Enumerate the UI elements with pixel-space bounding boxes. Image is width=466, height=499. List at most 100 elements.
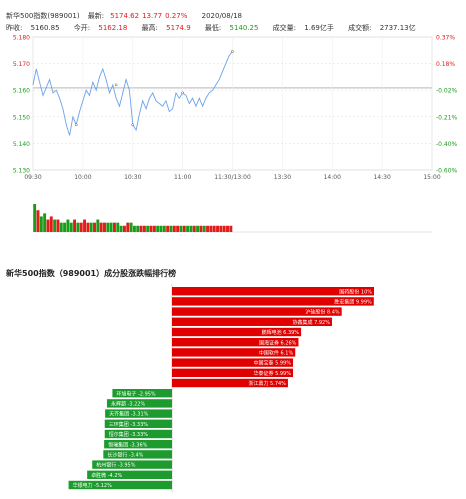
bar-label: 华银电力 -5.12% bbox=[73, 482, 113, 489]
volume-bar bbox=[149, 225, 153, 232]
volume-bar bbox=[63, 222, 67, 232]
prev-close-label: 昨收: bbox=[6, 24, 23, 32]
bar-杭州银行 bbox=[92, 460, 172, 469]
volume-bar bbox=[119, 225, 123, 232]
bar-中国软件 bbox=[172, 348, 296, 357]
volume-value: 1.69亿手 bbox=[304, 24, 334, 32]
change-pct-value: 0.27% bbox=[165, 12, 188, 20]
bar-label: 国海证券 6.26% bbox=[259, 339, 297, 346]
bar-三环集团 bbox=[104, 419, 172, 428]
price-marker bbox=[131, 123, 135, 127]
volume-bar bbox=[219, 225, 223, 232]
volume-bar bbox=[73, 219, 77, 232]
y-tick-label-right: -0.02% bbox=[436, 88, 458, 95]
volume-bar bbox=[159, 225, 163, 232]
volume-bar bbox=[53, 219, 57, 232]
x-tick-label: 11:00 bbox=[174, 174, 191, 181]
quote-date: 2020/08/18 bbox=[201, 12, 242, 20]
bar-恒尔集团 bbox=[104, 429, 172, 439]
bar-label: 协鑫集成 7.92% bbox=[292, 319, 330, 326]
volume-bar bbox=[162, 225, 166, 232]
volume-bar bbox=[139, 225, 143, 232]
price-grid bbox=[32, 36, 433, 171]
change-value: 13.77 bbox=[142, 12, 163, 20]
bar-label: 永辉超 -3.22% bbox=[111, 401, 146, 408]
prev-close-value: 5160.85 bbox=[30, 24, 60, 32]
bar-label: 三环集团 -3.33% bbox=[109, 421, 149, 428]
volume-bar bbox=[99, 222, 103, 232]
volume-bar bbox=[182, 225, 186, 232]
bar-卓胜微 bbox=[87, 470, 172, 479]
amount-value: 2737.13亿 bbox=[379, 24, 416, 32]
bar-label: 天齐集团 -3.31% bbox=[109, 411, 149, 418]
latest-value: 5174.62 bbox=[110, 12, 140, 20]
y-axis-percent: 0.37% 0.18% -0.02% -0.21% -0.40% -0.60% bbox=[436, 35, 458, 175]
volume-bar bbox=[49, 216, 53, 232]
volume-bar bbox=[96, 219, 100, 232]
volume-bar bbox=[76, 222, 80, 232]
x-tick-label: 09:30 bbox=[24, 174, 41, 181]
bar-label: 恒瑞集团 -3.36% bbox=[108, 441, 148, 448]
volume-bar bbox=[222, 225, 226, 232]
bar-中国宝泰 bbox=[172, 358, 293, 367]
volume-bar bbox=[199, 225, 203, 232]
volume-bar bbox=[142, 225, 146, 232]
volume-bar bbox=[56, 219, 60, 232]
price-marker bbox=[74, 123, 78, 127]
volume-bar bbox=[209, 225, 213, 232]
volume-bar bbox=[179, 225, 183, 232]
volume-bar bbox=[202, 225, 206, 232]
x-tick-label: 15:00 bbox=[423, 174, 440, 181]
volume-bar bbox=[79, 222, 83, 232]
price-marker bbox=[114, 83, 118, 87]
ranking-chart: 国药股份 10% 胜宏集团 9.99% 沪硅股份 8.4% 协鑫集成 7.92% 鹏辉电… bbox=[68, 284, 374, 492]
bar-label: 鹏辉电池 6.39% bbox=[262, 329, 300, 336]
bar-label: 浙江鼎力 5.74% bbox=[248, 380, 286, 387]
bar-国药股份 bbox=[172, 287, 374, 296]
volume-bar bbox=[172, 225, 176, 232]
y-tick-label: 5.160 bbox=[13, 88, 30, 95]
volume-bar bbox=[186, 225, 190, 232]
volume-bar bbox=[169, 225, 173, 232]
volume-bar bbox=[156, 225, 160, 232]
bar-label: 环旭电子 -2.95% bbox=[116, 390, 156, 397]
price-marker bbox=[231, 50, 234, 53]
low-label: 最低: bbox=[204, 24, 222, 32]
bar-label: 杭州银行 -3.95% bbox=[96, 462, 136, 469]
high-label: 最高: bbox=[141, 24, 158, 32]
volume-bar bbox=[226, 225, 229, 232]
volume-bar bbox=[166, 225, 170, 232]
quote-header-row2: 昨收: 5160.85 今开: 5162.18 最高: 5174.9 最低: 5… bbox=[6, 24, 428, 33]
bar-胜宏集团 bbox=[172, 297, 374, 306]
bar-label: 中国宝泰 5.99% bbox=[254, 360, 292, 367]
volume-bar bbox=[196, 225, 200, 232]
volume-bar bbox=[212, 225, 216, 232]
ranking-bars: 国药股份 10% 胜宏集团 9.99% 沪硅股份 8.4% 协鑫集成 7.92% 鹏辉电… bbox=[68, 284, 374, 492]
volume-bar bbox=[192, 225, 196, 232]
latest-label: 最新: bbox=[87, 12, 105, 20]
bar-永辉超 bbox=[106, 399, 172, 408]
low-value: 5140.25 bbox=[229, 24, 259, 32]
y-tick-label-right: -0.60% bbox=[436, 168, 458, 175]
bar-label: 长沙银行 -3.4% bbox=[107, 452, 143, 459]
bar-label: 卓胜微 -4.2% bbox=[91, 472, 122, 479]
price-marker bbox=[181, 91, 184, 95]
price-series bbox=[32, 50, 234, 136]
bar-长沙银行 bbox=[103, 450, 172, 459]
high-value: 5174.9 bbox=[166, 24, 191, 32]
bar-label: 中国软件 6.1% bbox=[259, 350, 294, 357]
volume-bar bbox=[132, 225, 136, 232]
volume-bar bbox=[36, 210, 40, 232]
bar-label: 华泰证券 5.99% bbox=[254, 370, 292, 377]
volume-bar bbox=[46, 219, 50, 232]
volume-bar bbox=[122, 225, 126, 232]
x-tick-label: 11:30/13:00 bbox=[214, 174, 251, 181]
volume-bar bbox=[33, 204, 37, 232]
volume-bar bbox=[43, 213, 47, 232]
volume-bar bbox=[152, 225, 156, 232]
bar-鹏辉电池 bbox=[172, 327, 302, 337]
open-label: 今开: bbox=[73, 24, 91, 32]
y-tick-label-right: -0.40% bbox=[436, 141, 458, 148]
y-tick-label: 5.130 bbox=[13, 168, 30, 175]
bar-label: 沪硅股份 8.4% bbox=[305, 309, 340, 316]
